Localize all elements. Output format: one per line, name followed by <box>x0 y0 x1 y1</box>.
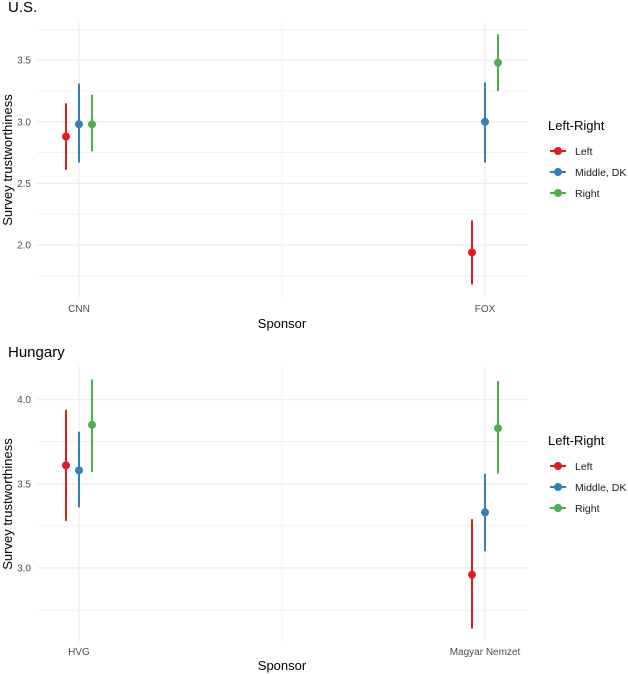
legend-key <box>550 147 566 155</box>
legend-title: Left-Right <box>548 433 605 448</box>
y-tick-label: 4.0 <box>17 395 31 406</box>
legend-label: Middle, DK <box>575 482 626 494</box>
legend-key-point <box>554 168 562 176</box>
x-tick-label: CNN <box>68 304 90 315</box>
x-tick-label: FOX <box>475 304 496 315</box>
x-axis-title: Sponsor <box>258 658 307 673</box>
data-point <box>88 120 96 129</box>
legend-key <box>550 189 566 197</box>
data-point <box>75 120 83 129</box>
legend-key <box>550 462 566 470</box>
data-point <box>75 466 83 475</box>
panel-title: U.S. <box>8 0 37 16</box>
y-axis-title: Survey trustworthiness <box>0 438 15 570</box>
y-tick-label: 3.0 <box>17 117 31 128</box>
x-tick-label: Magyar Nemzet <box>450 647 521 658</box>
y-tick-label: 2.0 <box>17 241 31 252</box>
panel-title: Hungary <box>8 344 65 361</box>
legend-label: Middle, DK <box>575 167 626 179</box>
x-tick-label: HVG <box>68 647 90 658</box>
data-point <box>494 424 502 433</box>
legend-label: Right <box>575 503 600 515</box>
data-point <box>494 58 502 67</box>
data-point <box>481 508 489 517</box>
y-tick-label: 3.0 <box>17 563 31 574</box>
panel-hungary: Hungary 3.0 3.5 4.0 HVG Magyar Nemzet Sponsor S… <box>0 344 626 673</box>
legend-label: Left <box>575 461 593 473</box>
x-axis-title: Sponsor <box>258 316 307 331</box>
legend-label: Right <box>575 188 600 200</box>
data-point <box>468 248 476 257</box>
legend-key <box>550 168 566 176</box>
y-tick-label: 3.5 <box>17 479 31 490</box>
data-point <box>481 117 489 126</box>
legend: Left-Right Left Middle, DK Right <box>548 433 626 515</box>
legend-label: Left <box>575 146 593 158</box>
legend-key-point <box>554 462 562 470</box>
y-axis-title: Survey trustworthiness <box>0 94 15 226</box>
legend-key <box>550 483 566 491</box>
data-point <box>62 461 70 470</box>
legend: Left-Right Left Middle, DK Right <box>548 118 626 200</box>
legend-key-point <box>554 504 562 512</box>
y-tick-label: 2.5 <box>17 179 31 190</box>
data-point <box>88 420 96 429</box>
y-tick-label: 3.5 <box>17 56 31 67</box>
legend-key-point <box>554 147 562 155</box>
data-point <box>468 570 476 579</box>
legend-key-point <box>554 189 562 197</box>
legend-title: Left-Right <box>548 118 605 133</box>
legend-key <box>550 504 566 512</box>
data-point <box>62 132 70 141</box>
panel-us: U.S. 2.0 2.5 3.0 3.5 CNN FOX Sponsor Survey trus… <box>0 0 626 331</box>
legend-key-point <box>554 483 562 491</box>
